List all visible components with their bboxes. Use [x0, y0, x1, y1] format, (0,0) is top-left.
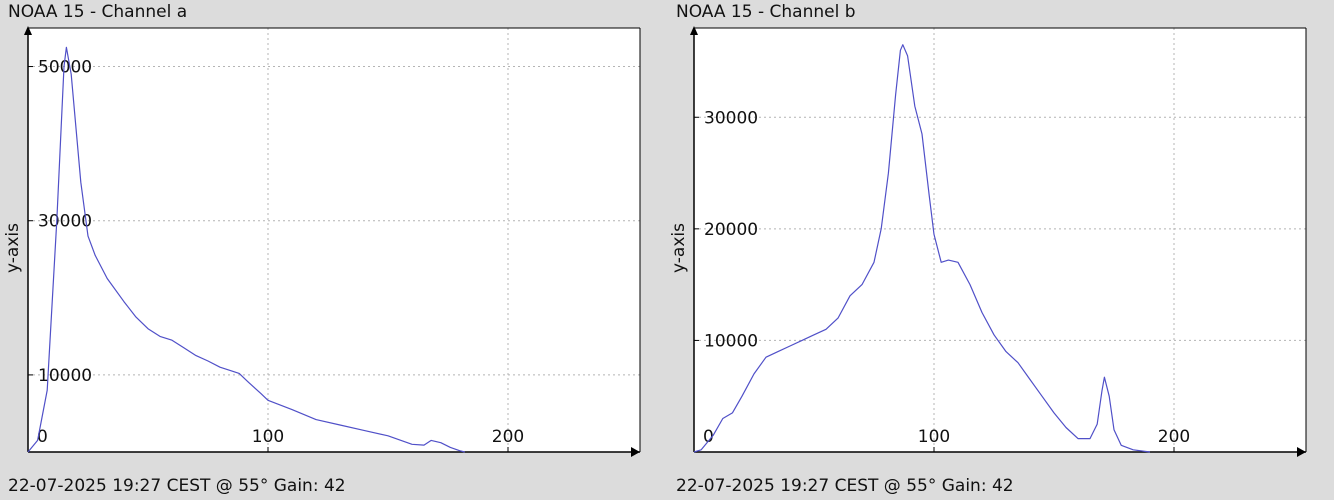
- x-tick-label: 200: [1158, 427, 1190, 447]
- y-tick-label: 20000: [704, 220, 758, 240]
- y-tick-label: 30000: [704, 108, 758, 128]
- chart-panel-a: NOAA 15 - Channel a 01002001000030000500…: [8, 0, 648, 500]
- chart-b-svg: 0100200100002000030000y-axis: [676, 0, 1316, 500]
- x-tick-label: 100: [252, 427, 284, 447]
- y-axis-label: y-axis: [3, 223, 23, 273]
- x-tick-label: 200: [492, 427, 524, 447]
- plot-area: [28, 28, 640, 452]
- y-axis-label: y-axis: [669, 223, 689, 273]
- plot-area: [694, 28, 1306, 452]
- y-tick-label: 10000: [38, 366, 92, 386]
- chart-footer: 22-07-2025 19:27 CEST @ 55° Gain: 42: [676, 476, 1014, 496]
- chart-footer: 22-07-2025 19:27 CEST @ 55° Gain: 42: [8, 476, 346, 496]
- x-tick-label: 100: [918, 427, 950, 447]
- y-tick-label: 30000: [38, 212, 92, 232]
- chart-a-svg: 0100200100003000050000y-axis: [8, 0, 648, 500]
- y-tick-label: 10000: [704, 331, 758, 351]
- chart-panel-b: NOAA 15 - Channel b 01002001000020000300…: [676, 0, 1316, 500]
